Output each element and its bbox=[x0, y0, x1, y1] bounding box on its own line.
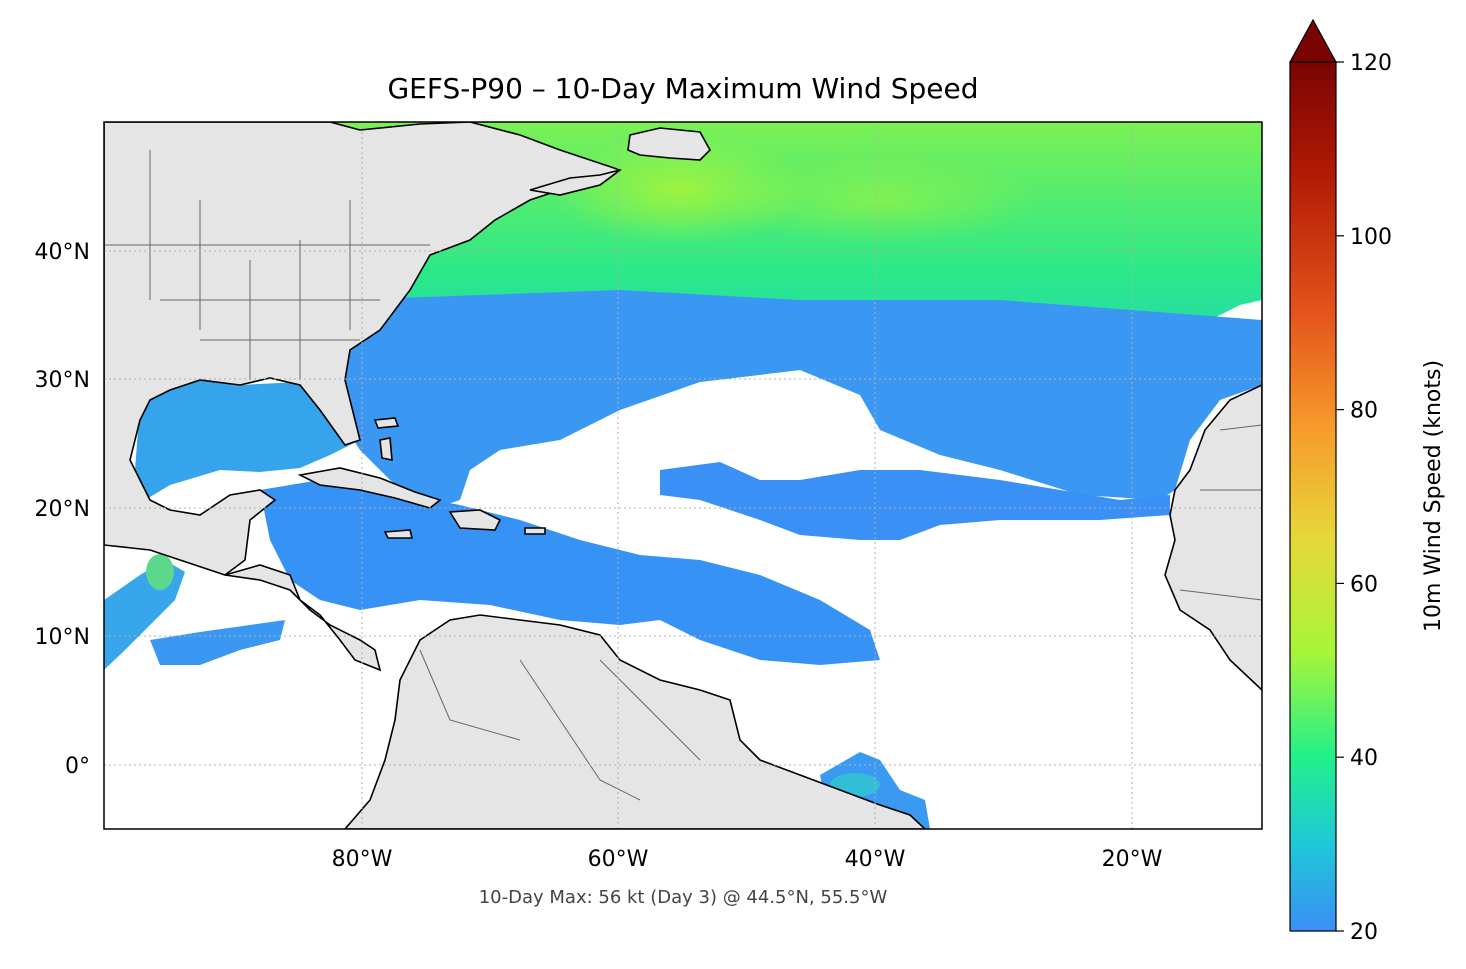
y-tick-label: 20°N bbox=[35, 497, 90, 522]
y-tick-labels: 40°N 30°N 20°N 10°N 0° bbox=[35, 240, 90, 779]
political-borders bbox=[104, 150, 1262, 801]
colorbar-tick-label: 40 bbox=[1350, 746, 1378, 771]
gridlines bbox=[104, 122, 1262, 829]
map-title: GEFS-P90 – 10-Day Maximum Wind Speed bbox=[387, 72, 978, 105]
y-tick-label: 30°N bbox=[35, 368, 90, 393]
land bbox=[104, 122, 1262, 829]
x-tick-labels: 80°W 60°W 40°W 20°W bbox=[332, 847, 1163, 872]
colorbar-gradient bbox=[1289, 61, 1337, 932]
map-panel bbox=[104, 122, 1262, 829]
colorbar-tick-label: 120 bbox=[1350, 51, 1392, 76]
colorbar-tick-label: 100 bbox=[1350, 225, 1392, 250]
x-tick-label: 60°W bbox=[588, 847, 649, 872]
max-wind-footnote: 10-Day Max: 56 kt (Day 3) @ 44.5°N, 55.5… bbox=[479, 887, 888, 908]
x-tick-label: 80°W bbox=[332, 847, 393, 872]
map-frame bbox=[103, 121, 1263, 830]
x-tick-label: 20°W bbox=[1102, 847, 1163, 872]
colorbar-tick-label: 20 bbox=[1350, 920, 1378, 945]
colorbar-tick-label: 60 bbox=[1350, 572, 1378, 597]
colorbar-label: 10m Wind Speed (knots) bbox=[1421, 360, 1446, 632]
colorbar: 20 40 60 80 100 120 10m Wind Speed (knots) bbox=[1288, 18, 1446, 945]
x-tick-label: 40°W bbox=[845, 847, 906, 872]
colorbar-tick-label: 80 bbox=[1350, 399, 1378, 424]
y-tick-label: 0° bbox=[65, 754, 90, 779]
y-tick-label: 10°N bbox=[35, 625, 90, 650]
colorbar-extend-arrow bbox=[1288, 18, 1338, 63]
wind-field bbox=[104, 122, 1262, 829]
y-tick-label: 40°N bbox=[35, 240, 90, 265]
colorbar-ticks: 20 40 60 80 100 120 bbox=[1336, 51, 1392, 945]
